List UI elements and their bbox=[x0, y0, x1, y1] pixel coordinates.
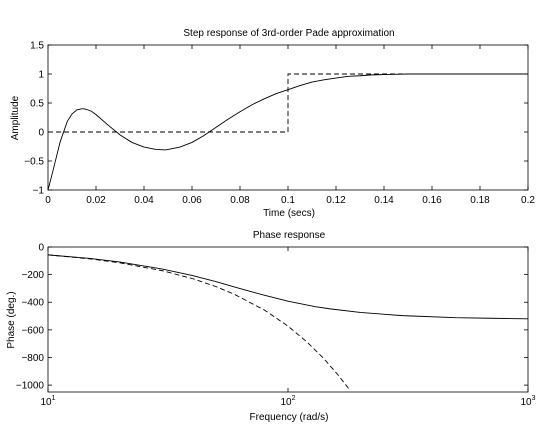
plot-lines bbox=[48, 254, 528, 390]
x-tick-label: 0.12 bbox=[326, 195, 346, 206]
x-tick-label: 0.14 bbox=[374, 195, 394, 206]
y-axis-ticks: −1 −0.5 0 0.5 1 1.5 bbox=[24, 41, 528, 197]
x-tick-label: 0.08 bbox=[230, 195, 250, 206]
x-axis-ticks: 0 0.02 0.04 0.06 0.08 0.1 0.12 0.14 0.16 0.18 0.2 bbox=[45, 45, 535, 206]
x-axis-label: Time (secs) bbox=[263, 208, 315, 219]
y-tick-label: −800 bbox=[21, 353, 44, 364]
y-tick-label: 0 bbox=[38, 243, 44, 254]
solid-series-line bbox=[48, 73, 528, 190]
x-tick-label: 0.1 bbox=[281, 195, 295, 206]
y-axis-ticks: 0 −200 −400 −600 −800 −1000 bbox=[16, 243, 528, 392]
y-tick-label: −1000 bbox=[16, 381, 45, 392]
x-tick-label: 101 bbox=[40, 395, 55, 408]
y-tick-label: 0 bbox=[38, 128, 44, 139]
x-tick-label: 0.16 bbox=[422, 195, 442, 206]
x-tick-label: 0.2 bbox=[521, 195, 535, 206]
y-tick-label: −0.5 bbox=[24, 157, 44, 168]
x-tick-label: 0.18 bbox=[470, 195, 490, 206]
chart-title: Phase response bbox=[253, 230, 326, 241]
x-axis-ticks: 101 102 103 bbox=[40, 247, 536, 408]
x-tick-label: 0 bbox=[45, 195, 51, 206]
x-tick-label: 0.06 bbox=[182, 195, 202, 206]
x-axis-label: Frequency (rad/s) bbox=[250, 412, 329, 423]
y-tick-label: 1 bbox=[38, 70, 44, 81]
x-tick-label: 102 bbox=[280, 395, 295, 408]
dashed-series-line bbox=[48, 254, 350, 390]
y-tick-label: −400 bbox=[21, 298, 44, 309]
solid-series-line bbox=[48, 254, 528, 320]
step-response-chart: Step response of 3rd-order Pade approxim… bbox=[10, 28, 535, 219]
x-tick-label: 103 bbox=[520, 395, 535, 408]
y-tick-label: −600 bbox=[21, 325, 44, 336]
y-axis-label: Amplitude bbox=[10, 95, 21, 140]
plot-frame bbox=[47, 44, 529, 191]
phase-response-chart: Phase response 101 102 103 0 −200 −400 −600 −8… bbox=[6, 230, 536, 423]
dashed-series-line bbox=[48, 73, 528, 133]
y-axis-label: Phase (deg.) bbox=[6, 291, 17, 348]
y-tick-label: 0.5 bbox=[30, 99, 44, 110]
x-tick-label: 0.04 bbox=[134, 195, 154, 206]
y-tick-label: −1 bbox=[33, 186, 45, 197]
y-tick-label: 1.5 bbox=[30, 41, 44, 52]
y-tick-label: −200 bbox=[21, 270, 44, 281]
plot-frame bbox=[47, 246, 529, 393]
plot-lines bbox=[48, 73, 528, 190]
chart-title: Step response of 3rd-order Pade approxim… bbox=[183, 28, 394, 39]
x-tick-label: 0.02 bbox=[86, 195, 106, 206]
